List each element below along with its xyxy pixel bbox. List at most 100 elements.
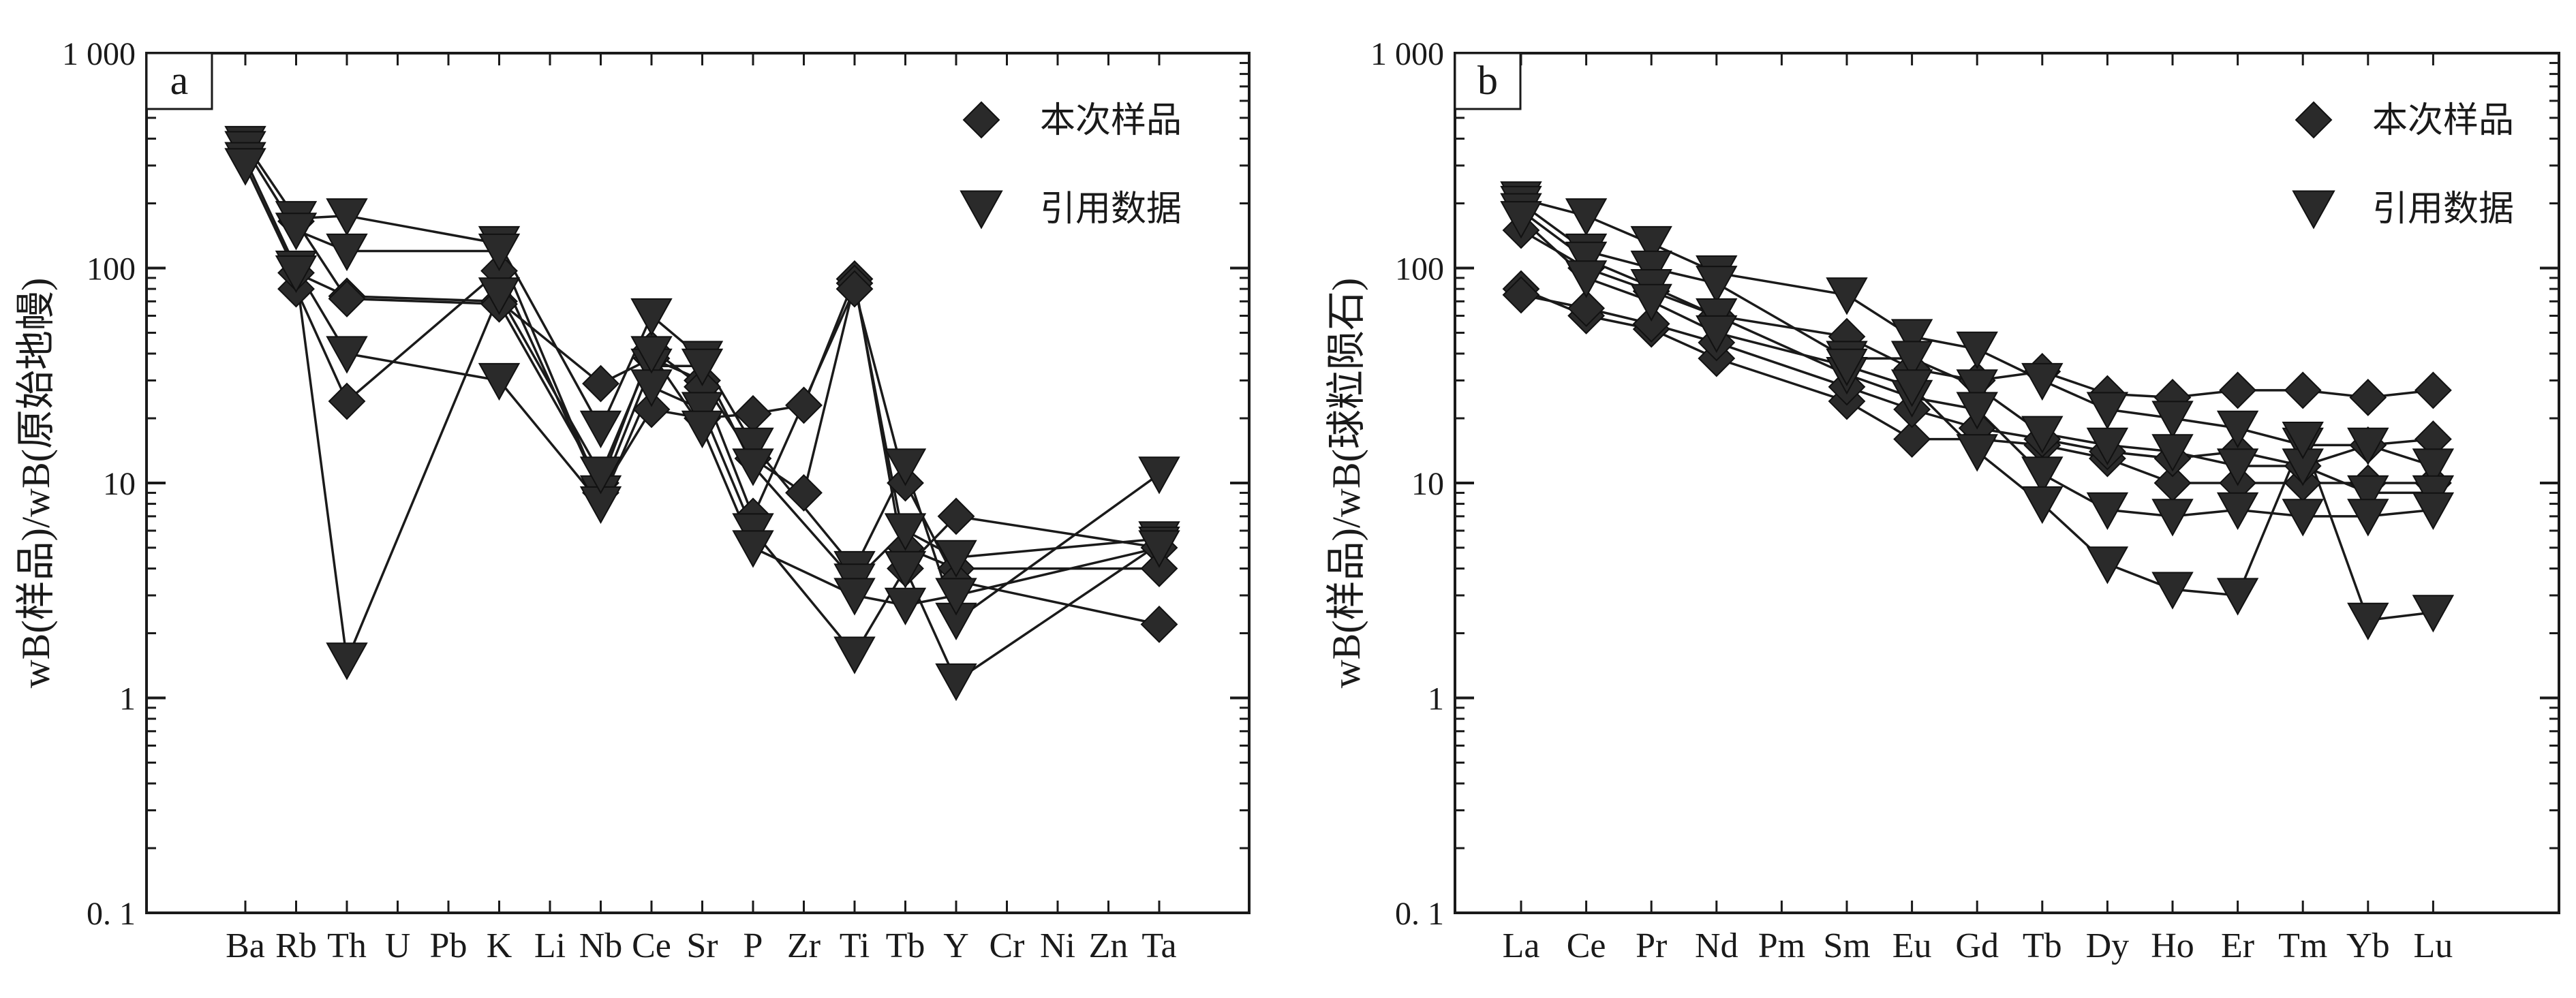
x-tick-label-gd: Gd [1955, 926, 1999, 965]
legend-triangle-marker [2292, 190, 2335, 230]
data-point-s4-th [326, 198, 368, 236]
data-point-s7-sm [1826, 348, 1868, 386]
x-tick-label-ce: Ce [1567, 926, 1606, 965]
data-point-s1-eu [1893, 420, 1931, 458]
data-point-s7-ba [224, 148, 266, 186]
x-tick-label-sr: Sr [686, 926, 718, 965]
x-tick-label-tb: Tb [886, 926, 925, 965]
series-line-3 [295, 220, 1160, 626]
data-point-s5-er [2216, 448, 2259, 486]
data-point-s5-eu [1890, 341, 1933, 379]
data-point-s6-yb [2347, 499, 2389, 537]
data-point-s7-tm [2282, 421, 2324, 460]
data-point-s4-tb [884, 448, 927, 486]
data-point-s1-y [937, 497, 975, 535]
legend-diamond-marker [962, 101, 1000, 139]
data-point-s5-sr [681, 348, 724, 386]
x-tick-label-ba: Ba [226, 926, 265, 965]
data-point-s7-pr [1630, 283, 1672, 322]
x-tick-label-rb: Rb [275, 926, 317, 965]
y-tick-label: 10 [103, 466, 136, 502]
x-tick-label-yb: Yb [2346, 926, 2390, 965]
chart-panel-b: 0. 1 1 10 100 1 000 La Ce Pr Nd Pm Sm Eu Gd Tb Dy Ho Er T… [1324, 36, 2560, 965]
data-point-s2-zr [785, 474, 823, 512]
data-point-s5-y [935, 540, 977, 578]
data-point-s7-tb [884, 587, 927, 626]
data-point-s4-ce [630, 298, 673, 337]
data-point-s5-ho [2151, 434, 2194, 472]
data-point-s3-lu [2414, 371, 2452, 409]
plot-frame-a [145, 52, 1251, 914]
x-tick-label-th: Th [327, 926, 367, 965]
data-point-s7-k [478, 277, 521, 315]
y-tick-label: 100 [87, 251, 136, 287]
data-point-s4-er [2216, 410, 2259, 449]
data-point-s7-ti [833, 578, 876, 616]
panel-tag-box-b [1454, 52, 1522, 110]
data-point-s4-ce [1565, 198, 1608, 236]
data-point-s5-th [326, 233, 368, 272]
data-point-s4-nb [579, 410, 622, 449]
data-point-s7-nb [579, 456, 622, 495]
data-point-s3-er [2219, 371, 2257, 409]
data-point-s7-ta [1138, 530, 1180, 568]
data-point-s6-ce [1565, 241, 1608, 280]
data-point-s6-sr [681, 392, 724, 430]
x-tick-label-ho: Ho [2151, 926, 2194, 965]
x-tick-label-lu: Lu [2414, 926, 2453, 965]
data-point-s6-tm [2282, 499, 2324, 537]
data-point-s6-dy [2086, 492, 2129, 531]
data-point-s5-gd [1956, 369, 1998, 407]
data-point-s4-dy [2086, 392, 2129, 430]
y-axis-ticks-a [147, 52, 1249, 914]
x-tick-label-u: U [385, 926, 411, 965]
chart-panel-a: 0. 1 1 10 100 1 000 Ba Rb Th U Pb K Li Nb Ce Sr P Zr Ti Tb… [14, 36, 1251, 965]
data-point-s4-tb [2021, 362, 2064, 401]
x-tick-label-ta: Ta [1141, 926, 1176, 965]
legend-label-2: 引用数据 [2372, 189, 2514, 230]
y-axis-title-a: wB(样品)/wB(原始地幔) [14, 278, 58, 689]
x-tick-label-tm: Tm [2278, 926, 2327, 965]
data-point-s7-th [326, 642, 368, 681]
data-point-s3-tm [2284, 371, 2322, 409]
legend-diamond-marker [2295, 101, 2333, 139]
y-axis-title-b: wB(样品)/wB(球粒陨石) [1324, 278, 1368, 689]
x-tick-label-ni: Ni [1040, 926, 1075, 965]
y-tick-label: 100 [1395, 251, 1444, 287]
x-tick-label-nb: Nb [579, 926, 623, 965]
data-point-s7-sr [681, 410, 724, 449]
data-point-s5-k [478, 233, 521, 272]
data-point-s5-tb [2021, 416, 2064, 454]
data-point-s7-y [935, 578, 977, 616]
data-point-s4-ta [1138, 456, 1180, 495]
series-markers-a [224, 125, 1180, 702]
data-point-s4-ho [2151, 401, 2194, 439]
x-tick-label-zr: Zr [787, 926, 821, 965]
data-point-s5-tb [884, 513, 927, 551]
x-tick-label-li: Li [534, 926, 566, 965]
x-tick-label-pb: Pb [430, 926, 467, 965]
y-tick-label: 1 [119, 681, 136, 717]
data-point-s1-th [328, 382, 366, 420]
y-tick-label: 1 000 [62, 36, 136, 72]
data-point-s6-ti [833, 636, 876, 674]
data-point-s5-pr [1630, 250, 1672, 289]
series-markers-b [1500, 181, 2455, 640]
x-tick-label-ce: Ce [632, 926, 671, 965]
legend-label-1: 本次样品 [2372, 100, 2514, 141]
data-point-s1-ce [632, 390, 671, 428]
x-tick-label-k: K [487, 926, 512, 965]
data-point-s5-rb [275, 213, 318, 251]
y-tick-label: 1 000 [1370, 36, 1444, 72]
x-tick-label-nd: Nd [1695, 926, 1738, 965]
data-point-s7-dy [2086, 546, 2129, 584]
data-point-s7-eu [1890, 369, 1933, 407]
data-point-s3-ta [1140, 606, 1178, 643]
data-point-s7-la [1500, 201, 1542, 239]
x-tick-label-y: Y [943, 926, 969, 965]
data-point-s5-nd [1696, 266, 1738, 304]
data-point-s7-lu [2412, 595, 2455, 633]
data-point-s2-ta [1140, 550, 1178, 587]
x-tick-label-zn: Zn [1089, 926, 1129, 965]
